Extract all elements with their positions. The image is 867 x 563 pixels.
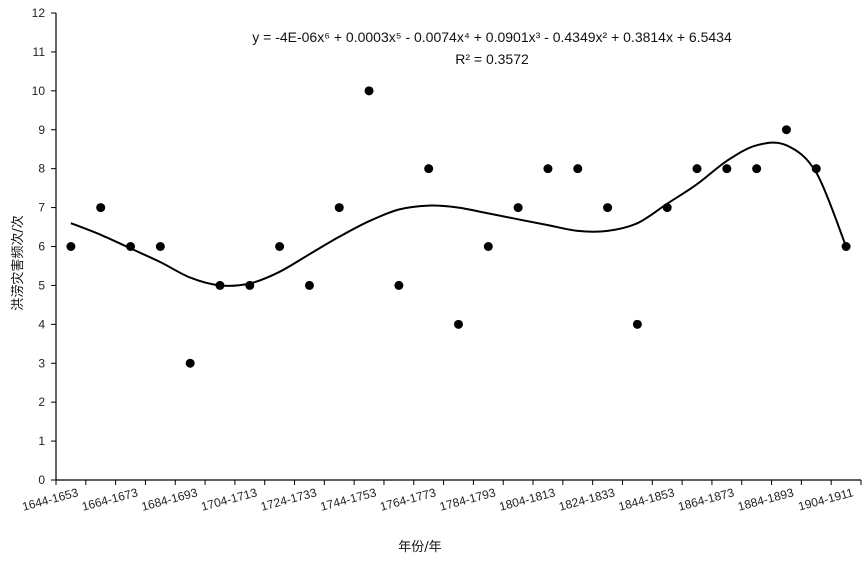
data-point: [573, 164, 583, 174]
data-point: [632, 319, 642, 329]
data-point: [245, 280, 255, 290]
data-point: [394, 280, 404, 290]
x-tick-label: 1724-1733: [259, 485, 318, 513]
x-tick-label: 1784-1793: [438, 485, 497, 513]
y-tick-label: 1: [38, 434, 45, 448]
data-point: [781, 125, 791, 135]
y-axis-title: 洪涝灾害频次/次: [10, 215, 26, 310]
data-point: [424, 164, 434, 174]
y-tick-label: 5: [38, 278, 45, 292]
data-point: [483, 242, 493, 251]
x-tick-label: 1864-1873: [677, 485, 736, 513]
y-tick-label: 11: [33, 45, 46, 59]
y-tick-label: 10: [32, 84, 46, 98]
data-point: [692, 164, 702, 174]
data-point: [275, 242, 285, 251]
data-point: [96, 203, 106, 213]
x-tick-label: 1704-1713: [200, 485, 259, 513]
data-point: [334, 203, 344, 213]
data-point: [722, 164, 732, 174]
y-tick-label: 2: [38, 395, 45, 409]
data-point: [126, 242, 136, 251]
x-axis: 1644-1653 1664-1673 1684-1693 1704-1713 1724…: [21, 479, 862, 514]
x-tick-label: 1744-1753: [319, 485, 378, 513]
data-point: [185, 358, 195, 368]
data-point: [662, 203, 672, 213]
data-point: [364, 86, 374, 96]
y-tick-label: 9: [38, 123, 45, 137]
trendline: [70, 141, 848, 287]
r-squared-label: R² = 0.3572: [455, 51, 529, 67]
data-points: [66, 86, 851, 368]
y-tick-label: 6: [38, 240, 45, 254]
data-point: [155, 242, 165, 251]
y-tick-label: 7: [38, 201, 45, 215]
x-axis-title: 年份/年: [398, 540, 441, 555]
y-tick-label: 12: [32, 6, 46, 20]
x-tick-label: 1844-1853: [617, 485, 676, 513]
x-tick-label: 1644-1653: [21, 485, 80, 513]
data-point: [513, 203, 523, 213]
data-point: [841, 242, 851, 251]
x-tick-label: 1684-1693: [140, 485, 199, 513]
data-point: [752, 164, 762, 174]
data-point: [304, 280, 314, 290]
data-point: [66, 242, 76, 251]
x-tick-label: 1664-1673: [80, 485, 139, 513]
data-point: [603, 203, 613, 213]
y-tick-label: 3: [38, 356, 45, 370]
y-tick-label: 4: [38, 317, 45, 331]
data-point: [811, 164, 821, 174]
x-tick-label: 1904-1911: [797, 485, 856, 513]
data-point: [215, 280, 225, 290]
x-tick-label: 1804-1813: [498, 485, 557, 513]
x-tick-label: 1764-1773: [378, 485, 437, 513]
y-tick-label: 8: [38, 162, 45, 176]
data-point: [454, 319, 463, 329]
x-tick-label: 1824-1833: [557, 485, 616, 513]
y-tick-label: 0: [38, 473, 45, 487]
data-point: [543, 164, 553, 174]
x-tick-label: 1884-1893: [736, 485, 795, 513]
trendline-equation: y = -4E-06x⁶ + 0.0003x⁵ - 0.0074x⁴ + 0.0…: [252, 29, 732, 45]
